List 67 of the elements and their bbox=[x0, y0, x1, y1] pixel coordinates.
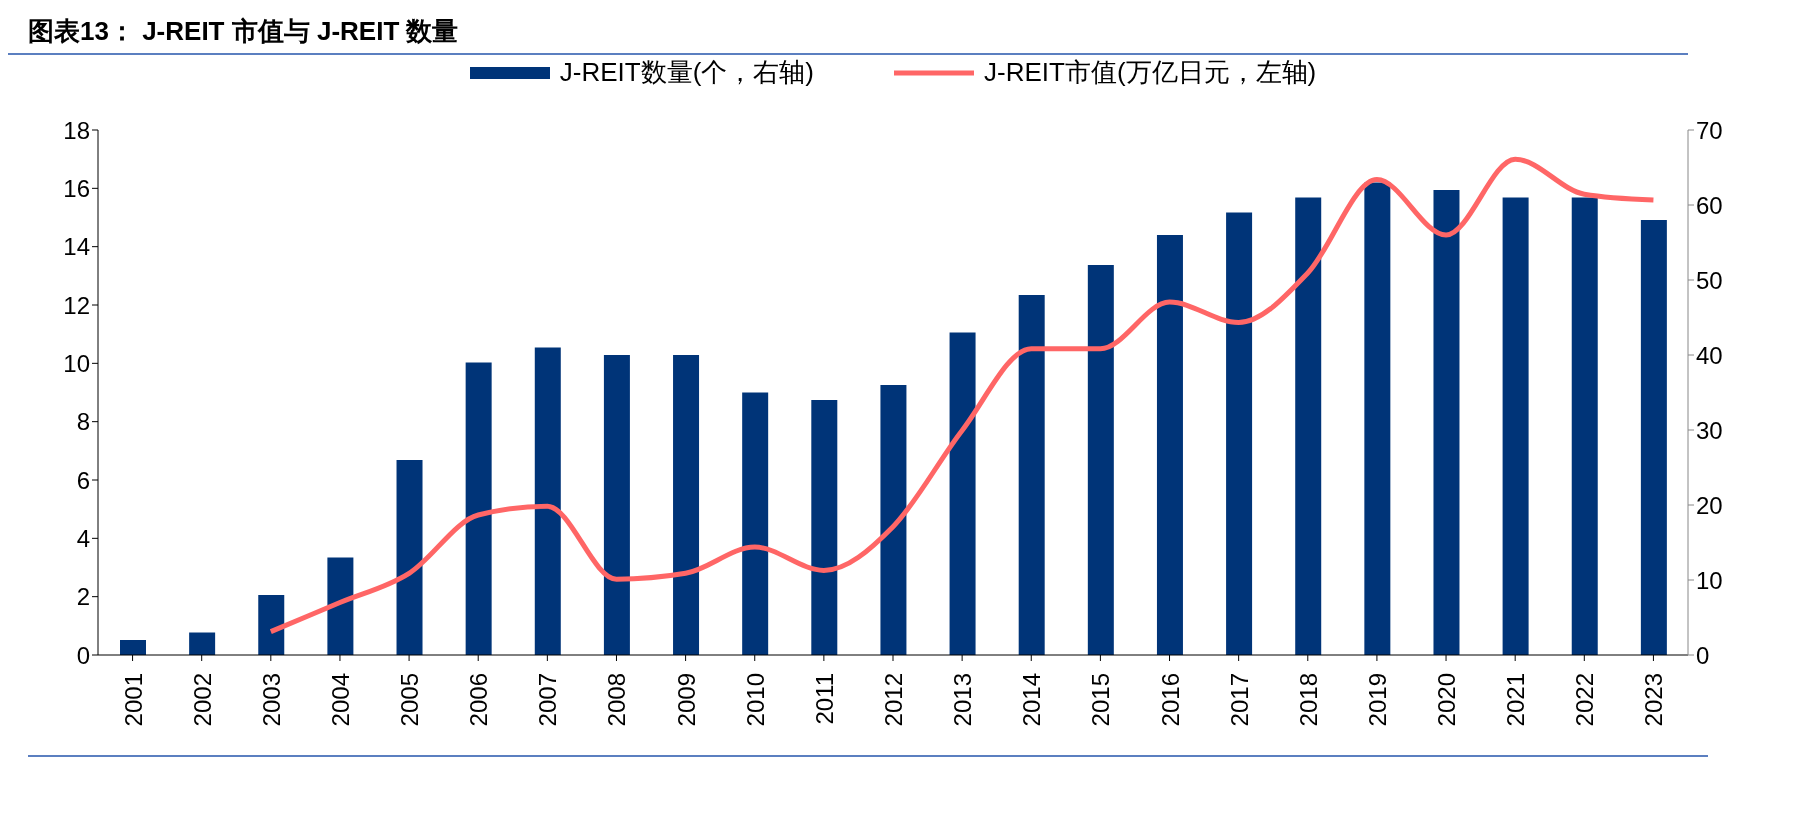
bar bbox=[189, 632, 216, 655]
x-tick-label: 2022 bbox=[1571, 673, 1599, 727]
y2-tick-label: 40 bbox=[1696, 341, 1723, 369]
y-tick-label: 14 bbox=[63, 233, 90, 261]
x-tick-label: 2023 bbox=[1640, 673, 1668, 727]
y2-tick-label: 0 bbox=[1696, 641, 1710, 669]
y2-tick-label: 50 bbox=[1696, 266, 1723, 294]
x-tick-label: 2019 bbox=[1363, 673, 1391, 727]
y-tick-label: 0 bbox=[76, 641, 90, 669]
bar bbox=[1571, 197, 1598, 655]
x-tick-label: 2011 bbox=[810, 673, 838, 725]
chart-title: 图表13： J-REIT 市值与 J-REIT 数量 bbox=[8, 8, 1688, 55]
bar bbox=[1295, 197, 1322, 655]
x-tick-label: 2015 bbox=[1087, 673, 1115, 727]
bar bbox=[673, 355, 700, 655]
y-tick-label: 10 bbox=[63, 349, 90, 377]
y2-tick-label: 70 bbox=[1696, 116, 1723, 144]
bar bbox=[120, 640, 146, 655]
x-tick-label: 2005 bbox=[396, 673, 424, 727]
x-tick-label: 2006 bbox=[465, 673, 493, 727]
y2-tick-label: 10 bbox=[1696, 566, 1723, 594]
bar bbox=[880, 385, 907, 655]
x-tick-label: 2009 bbox=[672, 673, 700, 727]
y-tick-label: 8 bbox=[76, 408, 90, 436]
x-tick-label: 2014 bbox=[1018, 673, 1046, 727]
y2-tick-label: 30 bbox=[1696, 416, 1723, 444]
bar bbox=[534, 347, 561, 655]
x-tick-label: 2002 bbox=[188, 673, 216, 727]
x-tick-label: 2018 bbox=[1294, 673, 1322, 727]
bar bbox=[742, 392, 769, 655]
y2-tick-label: 20 bbox=[1696, 491, 1723, 519]
x-tick-label: 2013 bbox=[949, 673, 977, 727]
bar bbox=[603, 355, 630, 655]
x-tick-label: 2003 bbox=[257, 673, 285, 727]
x-tick-label: 2017 bbox=[1225, 673, 1253, 727]
bar bbox=[327, 557, 354, 655]
bar bbox=[1364, 182, 1391, 655]
legend-label: J-REIT市值(万亿日元，左轴) bbox=[984, 56, 1317, 89]
bar bbox=[1502, 197, 1529, 655]
x-tick-label: 2012 bbox=[880, 673, 907, 727]
bar bbox=[1640, 220, 1667, 655]
y-tick-label: 12 bbox=[63, 291, 90, 319]
bar bbox=[396, 460, 423, 655]
bar bbox=[1156, 235, 1183, 655]
legend-label: J-REIT数量(个，右轴) bbox=[559, 56, 814, 89]
bar bbox=[1087, 265, 1114, 655]
x-tick-label: 2021 bbox=[1502, 673, 1530, 727]
bar bbox=[1018, 295, 1045, 655]
x-tick-label: 2001 bbox=[119, 673, 147, 727]
x-tick-label: 2020 bbox=[1433, 673, 1461, 727]
y-tick-label: 16 bbox=[63, 174, 90, 202]
x-tick-label: 2010 bbox=[741, 673, 769, 727]
x-tick-label: 2004 bbox=[326, 673, 354, 727]
bar bbox=[949, 332, 976, 655]
x-tick-label: 2016 bbox=[1156, 673, 1184, 727]
bar bbox=[1433, 190, 1460, 655]
bar bbox=[811, 400, 838, 655]
y-tick-label: 18 bbox=[63, 116, 90, 144]
bar bbox=[465, 362, 492, 655]
y2-tick-label: 60 bbox=[1696, 191, 1723, 219]
y-tick-label: 2 bbox=[76, 583, 90, 611]
y-tick-label: 6 bbox=[76, 466, 90, 494]
bar bbox=[1226, 212, 1253, 655]
y-tick-label: 4 bbox=[76, 524, 90, 552]
bar bbox=[258, 595, 285, 655]
x-tick-label: 2008 bbox=[603, 673, 631, 727]
x-tick-label: 2007 bbox=[534, 673, 562, 727]
